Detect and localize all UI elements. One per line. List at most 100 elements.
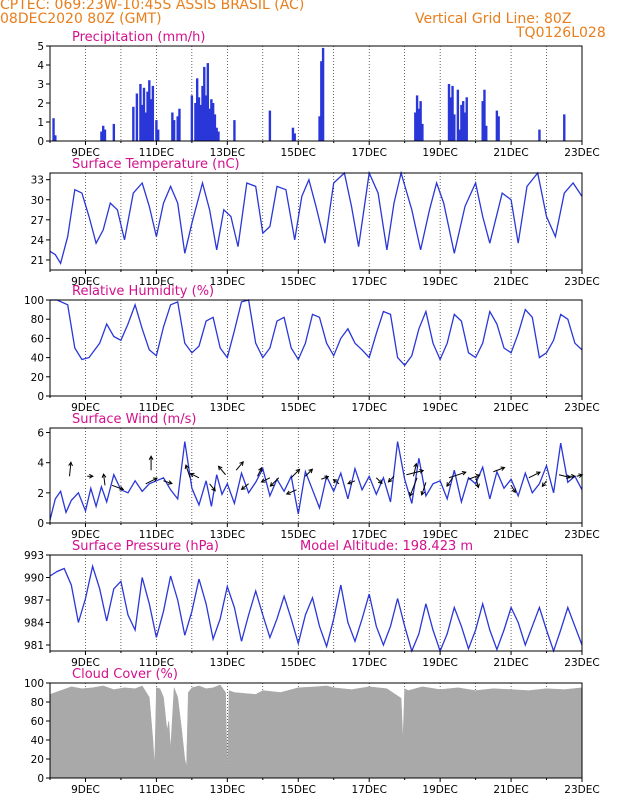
precip-bar — [155, 120, 158, 141]
y-tick-label: 24 — [31, 235, 45, 247]
panel-annotation: Model Altitude: 198.423 m — [300, 539, 473, 554]
precip-bar — [208, 108, 211, 141]
panel-title: Relative Humidity (%) — [72, 284, 214, 299]
x-tick-label: 13DEC — [210, 529, 245, 541]
x-tick-label: 9DEC — [71, 276, 100, 288]
wind-arrow — [87, 473, 94, 479]
x-tick-label: 11DEC — [139, 529, 174, 541]
panel-wind: 0 2 4 6 9DEC 11DEC 13DEC 15DEC 17DEC 19DEC 21DEC 23… — [37, 412, 599, 541]
press-line — [49, 563, 583, 654]
x-tick-label: 23DEC — [564, 784, 599, 796]
x-tick-label: 17DEC — [351, 147, 386, 159]
precip-bar — [54, 135, 57, 141]
precip-bar — [563, 114, 566, 141]
wind-arrow — [510, 485, 516, 494]
wind-arrow — [68, 461, 73, 477]
y-tick-label: 27 — [31, 215, 44, 227]
precip-bar — [217, 131, 220, 141]
precip-bar — [141, 104, 144, 141]
x-tick-label: 23DEC — [564, 147, 599, 159]
x-tick-label: 21DEC — [493, 147, 528, 159]
panel-title: Precipitation (mm/h) — [72, 30, 205, 45]
y-tick-label: 20 — [31, 372, 44, 384]
x-tick-label: 23DEC — [564, 657, 599, 669]
precip-bar — [102, 125, 105, 141]
x-tick-label: 19DEC — [422, 147, 457, 159]
y-tick-label: 60 — [31, 333, 44, 345]
x-tick-label: 19DEC — [422, 784, 457, 796]
panel-frame — [49, 554, 583, 652]
x-tick-label: 19DEC — [422, 529, 457, 541]
precip-bar — [291, 127, 295, 141]
precip-bar — [149, 99, 153, 141]
precip-bar — [421, 123, 424, 141]
x-tick-label: 11DEC — [139, 657, 174, 669]
precip-bar — [52, 118, 55, 141]
x-tick-label: 21DEC — [493, 784, 528, 796]
wind-arrow — [347, 480, 356, 485]
wind-arrow — [567, 473, 576, 479]
precip-bar — [465, 97, 468, 141]
panel-press: 981 984 987 990 993 9DEC 11DEC 13DEC 15DEC 17DEC 1… — [24, 539, 600, 669]
x-tick-label: 9DEC — [71, 402, 100, 414]
y-tick-label: 100 — [24, 678, 44, 690]
x-tick-label: 15DEC — [281, 784, 316, 796]
precip-bar — [414, 112, 417, 141]
precip-bar — [447, 84, 451, 141]
temp-line — [49, 170, 583, 265]
panel-frame — [49, 45, 583, 142]
precip-bar — [215, 127, 218, 141]
x-tick-label: 11DEC — [139, 784, 174, 796]
precip-bar — [415, 95, 419, 141]
precip-bar — [103, 129, 107, 141]
wind-arrow — [375, 477, 383, 485]
panel-title: Cloud Cover (%) — [72, 667, 178, 682]
x-tick-label: 23DEC — [564, 402, 599, 414]
precip-bar — [144, 112, 147, 141]
header-datetime: 08DEC2020 80Z (GMT) — [0, 11, 162, 27]
x-tick-label: 9DEC — [71, 784, 100, 796]
wind-arrow — [528, 471, 541, 479]
precip-bar — [449, 97, 452, 141]
y-tick-label: 5 — [37, 41, 44, 53]
x-tick-label: 21DEC — [493, 657, 528, 669]
precip-bar — [112, 123, 116, 141]
x-tick-label: 15DEC — [281, 402, 316, 414]
y-tick-label: 21 — [31, 255, 44, 267]
y-tick-label: 20 — [31, 754, 44, 766]
precip-bar — [148, 80, 151, 141]
wind-arrow — [269, 477, 280, 487]
x-tick-label: 17DEC — [351, 276, 386, 288]
panel-frame — [49, 172, 583, 271]
panel-precip: 0 1 2 3 4 5 9DEC 11DEC 13DEC 15DEC 17DEC 19DEC 21DEC… — [37, 30, 599, 159]
wind-arrow — [468, 474, 481, 480]
precip-bar — [199, 104, 202, 141]
y-tick-label: 30 — [31, 195, 44, 207]
x-tick-label: 15DEC — [281, 529, 316, 541]
header-code: TQ0126L028 — [516, 25, 606, 41]
x-tick-label: 11DEC — [139, 276, 174, 288]
x-tick-label: 23DEC — [564, 276, 599, 288]
x-tick-label: 15DEC — [281, 147, 316, 159]
x-tick-label: 11DEC — [139, 402, 174, 414]
precip-bar — [417, 108, 421, 141]
x-tick-label: 23DEC — [564, 529, 599, 541]
wind-arrow — [576, 473, 584, 478]
precip-bar — [485, 125, 488, 141]
precip-bar — [320, 61, 323, 142]
y-tick-label: 0 — [37, 391, 44, 403]
y-tick-label: 993 — [24, 550, 44, 562]
precip-bar — [135, 93, 139, 141]
panel-title: Surface Wind (m/s) — [72, 412, 196, 427]
y-tick-label: 3 — [37, 79, 44, 91]
wind-arrow — [209, 483, 216, 492]
panel-frame — [49, 427, 583, 524]
x-tick-label: 13DEC — [210, 402, 245, 414]
precip-bar — [156, 129, 160, 141]
precip-bar — [197, 97, 201, 141]
wind-arrow — [145, 477, 158, 485]
y-tick-label: 6 — [37, 428, 44, 440]
precip-bar — [203, 66, 206, 141]
x-tick-label: 13DEC — [210, 657, 245, 669]
y-tick-label: 80 — [31, 697, 44, 709]
